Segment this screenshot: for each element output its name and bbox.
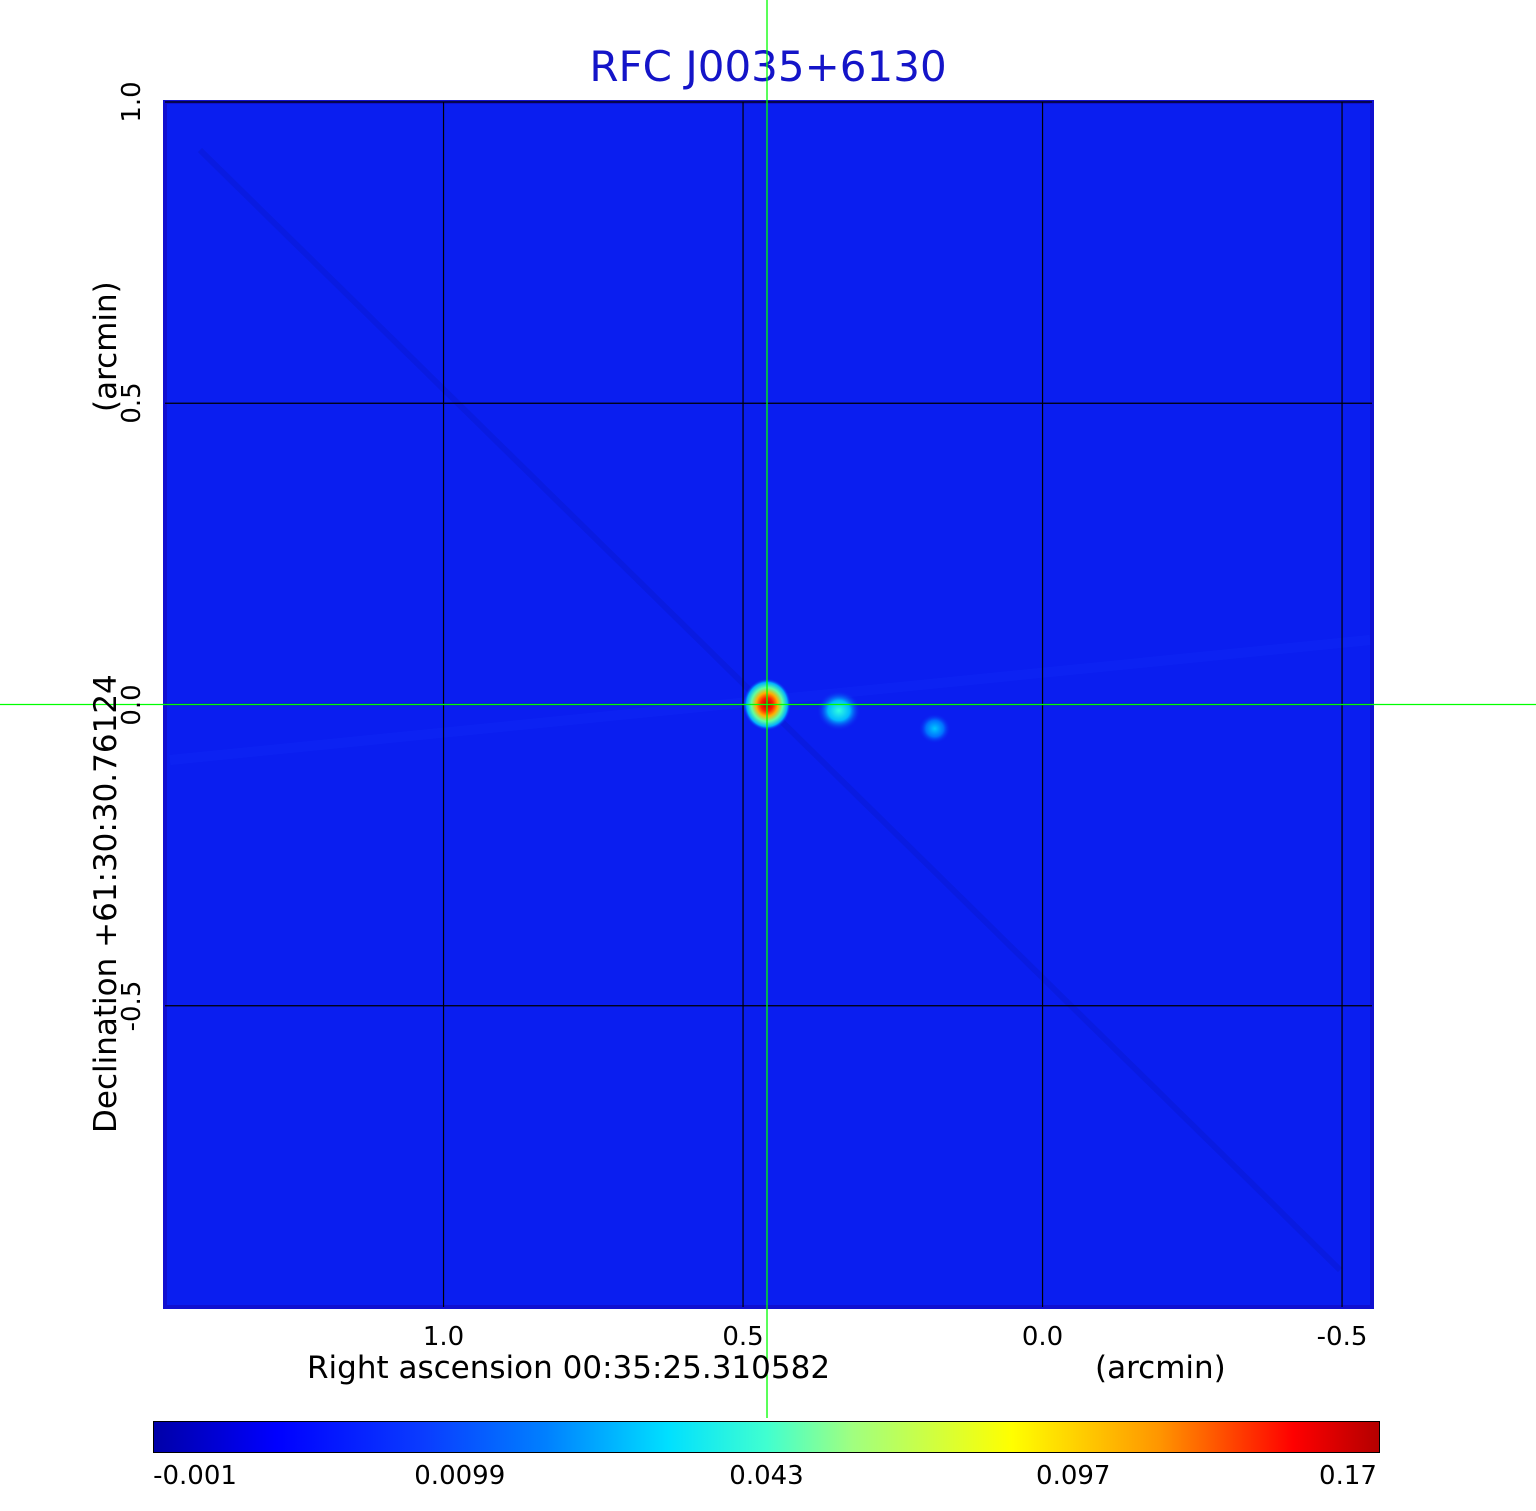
colorbar-tick-label: -0.001: [153, 1461, 237, 1491]
x-tick-label: 0.0: [1021, 1322, 1064, 1352]
source-blob: [816, 690, 861, 731]
colorbar: [153, 1421, 1380, 1453]
y-tick-label: 1.0: [117, 81, 147, 123]
colorbar-tick-label: 0.043: [729, 1461, 804, 1491]
y-axis-label: Declination +61:30:30.76124: [88, 674, 124, 1133]
x-tick-label: -0.5: [1316, 1322, 1368, 1352]
x-tick-label: 0.5: [722, 1322, 764, 1352]
colorbar-tick-label: 0.17: [1319, 1461, 1377, 1491]
crosshair: [0, 0, 1536, 1418]
x-tick-label: 1.0: [422, 1322, 465, 1352]
chart-title: RFC J0035+6130: [589, 42, 947, 91]
colorbar-tick-label: 0.097: [1036, 1461, 1111, 1491]
source-blob: [918, 713, 951, 744]
y-axis-unit: (arcmin): [88, 281, 124, 412]
plot-area: [0, 0, 1536, 1418]
x-axis-unit: (arcmin): [1095, 1350, 1226, 1386]
colorbar-tick-label: 0.0099: [414, 1461, 506, 1491]
x-axis-label: Right ascension 00:35:25.310582: [307, 1350, 831, 1386]
